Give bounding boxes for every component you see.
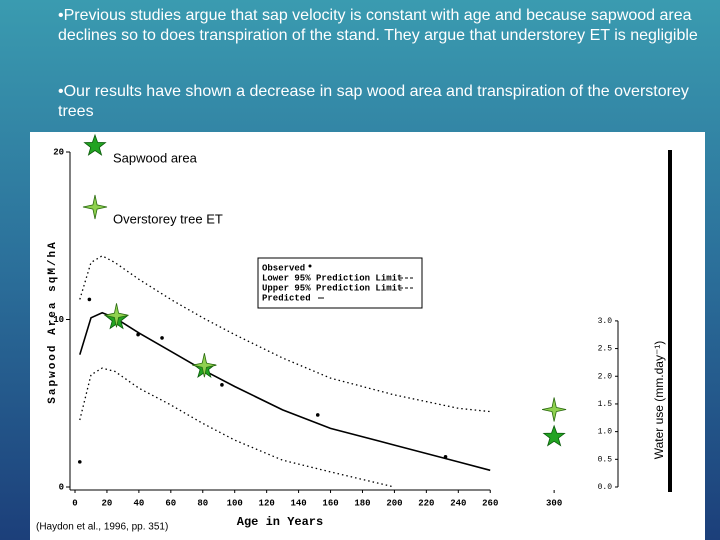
y2-tick-label: 2.0 [598,372,613,381]
y-tick-label: 20 [53,147,64,157]
y2-tick-label: 0.5 [598,455,613,464]
y2-tick-label: 1.0 [598,428,613,437]
point [315,413,320,417]
bullet: •Our results have shown a decrease in sa… [58,83,689,120]
x-tick-label: 0 [72,498,77,508]
legend-label: Sapwood area [113,150,198,165]
y-axis-label: Sapwood Area sqM/hA [47,240,59,403]
point [87,297,92,302]
legend-label: Upper 95% Prediction Limit [262,283,402,293]
point [160,336,164,340]
x-tick-label: 60 [165,498,176,508]
legend-label: Observed [262,263,305,273]
x-tick-label: 160 [322,498,338,508]
y2-axis-label: Water use (mm.day⁻¹) [652,341,666,460]
legend-label: Lower 95% Prediction Limit [262,273,402,283]
x-tick-label: 180 [354,498,370,508]
cross-star-marker [104,303,129,328]
cross-star-marker [82,194,108,220]
citation: (Haydon et al., 1996, pp. 351) [36,522,168,533]
x-tick-label: 40 [133,498,144,508]
x-axis-label: Age in Years [237,515,323,529]
point [77,460,82,464]
accent-bar [668,150,672,492]
x-tick-label: 260 [482,498,498,508]
x-tick-label: 20 [102,498,113,508]
legend-marker [308,264,312,268]
cross-star-marker [542,397,567,422]
y2-tick-label: 0.0 [598,483,613,492]
y2-tick-label: 3.0 [598,317,613,326]
y-tick-label: 10 [53,315,64,325]
x-tick-label: 240 [450,498,466,508]
y-tick-label: 0 [59,482,64,492]
legend-label: Predicted [262,293,311,303]
y2-tick-label: 2.5 [598,345,613,354]
series-line [79,367,395,488]
y2-tick-label: 1.5 [598,400,613,409]
x-tick-label: 100 [227,498,243,508]
x-tick-label: 120 [259,498,275,508]
x-tick-label: 220 [418,498,434,508]
bullet: •Previous studies argue that sap velocit… [58,7,698,44]
x-tick-label: 80 [197,498,208,508]
point [220,383,224,387]
chart-panel [30,132,705,540]
x-tick-label: 200 [386,498,402,508]
cross-star-marker [192,353,217,378]
star-marker [83,133,107,156]
x-tick-label: 140 [290,498,306,508]
legend-box [257,257,423,309]
x-tick-label: 300 [546,498,562,508]
star-marker [542,424,566,447]
legend-label: Overstorey tree ET [113,211,223,226]
